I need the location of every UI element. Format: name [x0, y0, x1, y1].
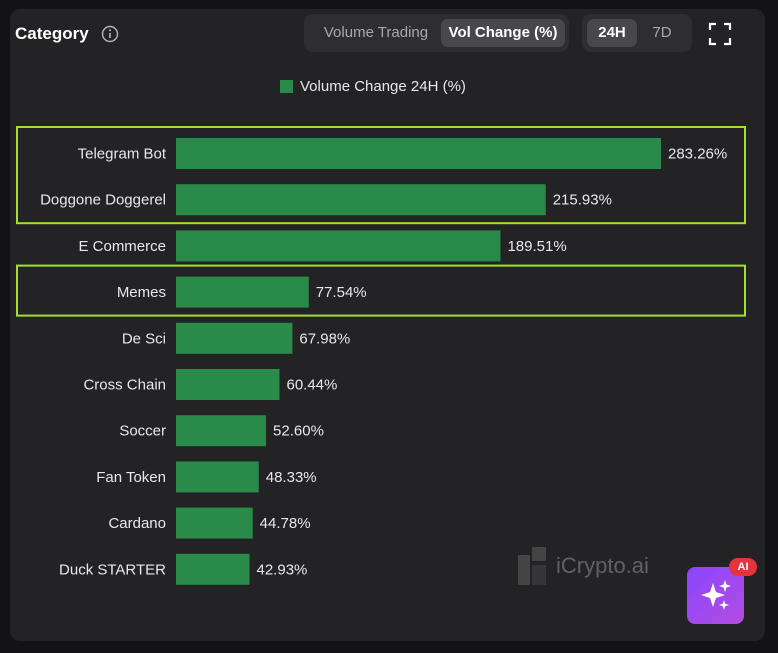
bar-memes[interactable] — [176, 276, 309, 308]
bar-duck-starter[interactable] — [176, 553, 250, 585]
category-label: Doggone Doggerel — [40, 192, 166, 209]
value-label: 77.54% — [316, 284, 367, 301]
category-label: Cardano — [108, 515, 166, 532]
value-label: 189.51% — [507, 238, 566, 255]
value-label: 215.93% — [553, 192, 612, 209]
category-label: Memes — [117, 284, 166, 301]
tab-7d[interactable]: 7D — [652, 24, 672, 41]
highlight-box — [16, 264, 746, 317]
value-label: 48.33% — [266, 469, 317, 486]
bar-e-commerce[interactable] — [176, 230, 501, 262]
info-icon[interactable] — [101, 25, 119, 43]
bar-fan-token[interactable] — [176, 461, 259, 493]
ai-assistant-button[interactable] — [687, 567, 744, 624]
category-label: Telegram Bot — [78, 146, 167, 163]
legend-swatch — [280, 79, 293, 93]
value-label: 52.60% — [273, 423, 324, 440]
bar-doggone-doggerel[interactable] — [176, 184, 546, 216]
bar-soccer[interactable] — [176, 415, 267, 447]
tab-volume-trading[interactable]: Volume Trading — [323, 24, 429, 41]
tab-24h[interactable]: 24H — [587, 19, 637, 47]
legend-label: Volume Change 24H (%) — [300, 77, 466, 95]
period-toggle: 24H 7D — [582, 14, 692, 52]
chart-legend: Volume Change 24H (%) — [280, 77, 466, 95]
bar-de-sci[interactable] — [176, 322, 293, 354]
sparkle-icon — [701, 580, 731, 610]
highlight-box — [16, 126, 746, 225]
watermark: iCrypto.ai — [516, 545, 649, 587]
fullscreen-icon[interactable] — [708, 22, 732, 46]
category-label: Soccer — [119, 423, 166, 440]
category-label: De Sci — [122, 330, 166, 347]
bar-telegram-bot[interactable] — [176, 138, 661, 169]
value-label: 67.98% — [299, 330, 350, 347]
watermark-text: iCrypto.ai — [556, 553, 649, 578]
icrypto-logo-icon — [518, 547, 546, 585]
category-label: Duck STARTER — [59, 561, 166, 578]
bar-cardano[interactable] — [176, 507, 253, 539]
value-label: 44.78% — [260, 515, 311, 532]
category-label: Cross Chain — [83, 377, 166, 394]
value-label: 42.93% — [257, 561, 308, 578]
metric-toggle: Volume Trading Vol Change (%) — [304, 14, 569, 52]
ai-badge: AI — [729, 558, 757, 576]
category-label: Fan Token — [96, 469, 166, 486]
tab-vol-change[interactable]: Vol Change (%) — [441, 19, 565, 47]
page-title: Category — [15, 24, 89, 43]
category-label: E Commerce — [78, 238, 166, 255]
category-card — [10, 9, 765, 641]
bar-cross-chain[interactable] — [176, 369, 280, 400]
value-label: 283.26% — [668, 146, 727, 163]
value-label: 60.44% — [286, 377, 337, 394]
